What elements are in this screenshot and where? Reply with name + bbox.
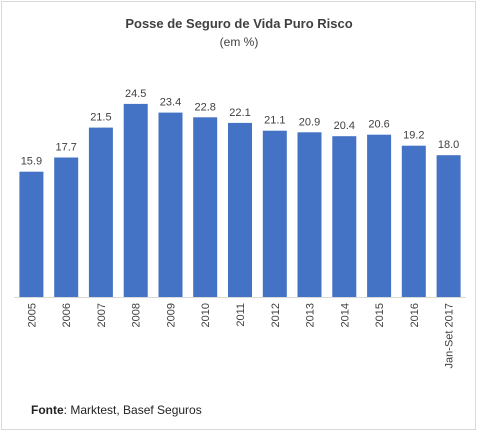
value-label: 19.2 bbox=[403, 130, 424, 142]
x-tick-label: 2014 bbox=[339, 303, 351, 327]
source-label: Fonte bbox=[31, 403, 64, 417]
chart-title: Posse de Seguro de Vida Puro Risco bbox=[125, 16, 353, 31]
bar-2012 bbox=[262, 130, 287, 297]
bar-2013 bbox=[297, 132, 322, 297]
value-label: 20.4 bbox=[334, 120, 355, 132]
value-label: 20.9 bbox=[299, 116, 320, 128]
x-tick-label: 2016 bbox=[409, 303, 421, 327]
x-tick-label: 2008 bbox=[131, 303, 143, 327]
x-tick-label: 2010 bbox=[200, 303, 212, 327]
bar-2011 bbox=[228, 122, 252, 298]
value-label: 18.0 bbox=[438, 139, 459, 151]
x-tick-label: 2009 bbox=[166, 303, 178, 327]
x-tick-label: 2007 bbox=[96, 303, 108, 327]
x-tick-label: 2015 bbox=[374, 303, 386, 327]
x-tick-label: Jan-Set 2017 bbox=[444, 303, 456, 368]
value-label: 17.7 bbox=[55, 142, 76, 154]
value-label: 20.6 bbox=[368, 119, 389, 131]
value-label: 22.8 bbox=[194, 101, 215, 113]
bar-2016 bbox=[401, 145, 426, 297]
value-label: 24.5 bbox=[125, 88, 146, 100]
source-note: Fonte: Marktest, Basef Seguros bbox=[31, 403, 202, 417]
bar-jan-set-2017 bbox=[436, 155, 461, 297]
bar-2005 bbox=[19, 171, 44, 297]
value-label: 22.1 bbox=[229, 107, 250, 119]
chart-subtitle: (em %) bbox=[219, 35, 259, 49]
value-label: 21.5 bbox=[90, 112, 111, 124]
value-label: 15.9 bbox=[21, 156, 42, 168]
bar-2010 bbox=[193, 117, 218, 297]
source-text: : Marktest, Basef Seguros bbox=[63, 403, 202, 417]
bar-2008 bbox=[123, 103, 148, 298]
value-label: 23.4 bbox=[160, 97, 181, 109]
bar-2009 bbox=[158, 112, 183, 297]
bar-2015 bbox=[367, 134, 392, 297]
x-tick-label: 2005 bbox=[26, 303, 38, 327]
bar-2007 bbox=[88, 127, 113, 297]
x-tick-label: 2011 bbox=[235, 303, 247, 327]
value-label: 21.1 bbox=[264, 115, 285, 127]
bar-2006 bbox=[54, 157, 79, 297]
x-tick-label: 2012 bbox=[270, 303, 282, 327]
bar-2014 bbox=[332, 136, 357, 297]
x-tick-label: 2006 bbox=[61, 303, 73, 327]
x-tick-label: 2013 bbox=[305, 303, 317, 327]
